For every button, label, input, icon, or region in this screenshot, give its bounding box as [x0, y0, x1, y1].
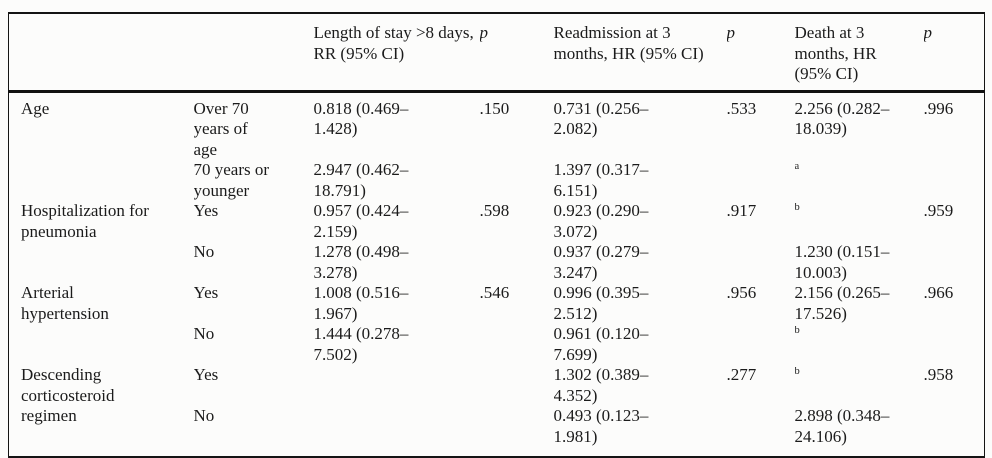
footnote-marker-b: b — [794, 325, 800, 336]
cell-los-rr: 1.008 (0.516–1.967) — [313, 283, 409, 323]
cell-los-p: .546 — [479, 283, 510, 302]
cell-category-hypertension: Arterial hypertension — [21, 283, 109, 323]
cell-subgroup: Yes — [193, 201, 219, 220]
cell-readmission-p: .956 — [726, 283, 757, 302]
header-p-readmission: p — [726, 13, 795, 93]
header-p-los: p — [479, 13, 554, 93]
header-row: Length of stay >8 days, RR (95% CI) p Re… — [8, 13, 985, 93]
cell-subgroup: No — [193, 324, 215, 343]
cell-los-rr: 1.278 (0.498–3.278) — [313, 242, 409, 282]
table-row-pneumonia-no: No 1.278 (0.498–3.278) 0.937 (0.279–3.24… — [9, 242, 985, 283]
outcomes-table: Length of stay >8 days, RR (95% CI) p Re… — [8, 12, 985, 458]
cell-death-p — [924, 324, 985, 365]
cell-readmission-hr: 0.493 (0.123–1.981) — [553, 406, 649, 446]
death-hr-value: 2.156 (0.265–17.526) — [794, 283, 890, 323]
cell-readmission-p: .277 — [726, 365, 757, 384]
cell-los-rr: 2.947 (0.462–18.791) — [313, 160, 409, 200]
cell-readmission-p: .917 — [726, 201, 757, 220]
cell-los-rr: 1.444 (0.278–7.502) — [313, 324, 409, 364]
header-category — [8, 13, 194, 93]
cell-readmission-p — [727, 406, 795, 457]
header-readmission: Readmission at 3 months, HR (95% CI) — [553, 13, 727, 93]
cell-subgroup: Yes — [193, 283, 219, 302]
cell-death-p: .996 — [923, 98, 954, 118]
table-row-corticosteroid-yes: Descending corticosteroid regimen Yes 1.… — [9, 365, 985, 425]
cell-death-hr: 2.156 (0.265–17.526) — [795, 283, 924, 324]
cell-death-hr: 2.256 (0.282–18.039) — [795, 91, 924, 160]
cell-subgroup: Over 70 years of age — [193, 98, 249, 159]
cell-subgroup: No — [193, 242, 215, 261]
header-subgroup — [193, 13, 314, 93]
cell-subgroup: No — [193, 406, 215, 425]
cell-readmission-hr: 0.923 (0.290–3.072) — [553, 201, 649, 241]
cell-death-hr: b — [795, 324, 924, 365]
cell-los-p: .598 — [479, 201, 510, 220]
cell-readmission-hr: 1.397 (0.317–6.151) — [553, 160, 649, 200]
footnote-marker-b: b — [794, 366, 800, 377]
header-p-death: p — [923, 13, 985, 93]
cell-category-pneumonia: Hospitalization for pneumonia — [21, 201, 149, 241]
cell-death-hr: b — [795, 365, 924, 406]
cell-readmission-hr: 0.961 (0.120–7.699) — [553, 324, 649, 364]
cell-los-p — [480, 242, 554, 283]
cell-readmission-p — [727, 160, 795, 201]
cell-death-p: .958 — [923, 365, 954, 384]
cell-death-p — [924, 160, 985, 201]
cell-death-p: .959 — [923, 201, 954, 220]
cell-readmission-p: .533 — [726, 98, 757, 118]
header-length-of-stay: Length of stay >8 days, RR (95% CI) — [313, 13, 480, 93]
cell-death-hr: b — [795, 201, 924, 242]
cell-readmission-p — [727, 242, 795, 283]
footnote-marker-b: b — [794, 202, 800, 213]
cell-subgroup: 70 years or younger — [193, 160, 270, 200]
table-row-hypertension-no: No 1.444 (0.278–7.502) 0.961 (0.120–7.69… — [9, 324, 985, 365]
death-hr-value: 1.230 (0.151–10.003) — [794, 242, 890, 282]
cell-readmission-hr: 0.937 (0.279–3.247) — [553, 242, 649, 282]
table-row-corticosteroid-no: No 0.493 (0.123–1.981) 2.898 (0.348–24.1… — [9, 406, 985, 457]
cell-death-p — [924, 406, 985, 457]
footnote-marker-a: a — [794, 161, 800, 172]
cell-los-rr: 0.818 (0.469–1.428) — [313, 98, 409, 139]
cell-death-p — [924, 242, 985, 283]
cell-los-p — [480, 324, 554, 365]
cell-subgroup: Yes — [193, 365, 219, 384]
cell-category-corticosteroid: Descending corticosteroid regimen — [21, 365, 115, 425]
cell-los-rr — [314, 365, 480, 406]
cell-death-p: .966 — [923, 283, 954, 302]
death-hr-value: 2.256 (0.282–18.039) — [794, 98, 890, 139]
cell-los-p — [480, 406, 554, 457]
cell-death-hr: 2.898 (0.348–24.106) — [795, 406, 924, 457]
table-row-hypertension-yes: Arterial hypertension Yes 1.008 (0.516–1… — [9, 283, 985, 324]
cell-death-hr: a — [795, 160, 924, 201]
cell-readmission-hr: 0.731 (0.256–2.082) — [553, 98, 649, 139]
header-death: Death at 3 months, HR (95% CI) — [794, 13, 924, 93]
death-hr-value: 2.898 (0.348–24.106) — [794, 406, 890, 446]
cell-los-rr: 0.957 (0.424–2.159) — [313, 201, 409, 241]
cell-los-p — [480, 365, 554, 406]
cell-readmission-hr: 1.302 (0.389–4.352) — [553, 365, 649, 405]
table-row-pneumonia-yes: Hospitalization for pneumonia Yes 0.957 … — [9, 201, 985, 242]
cell-readmission-p — [727, 324, 795, 365]
table-row-age-over70: Age Over 70 years of age 0.818 (0.469–1.… — [9, 91, 985, 160]
table-row-age-younger: 70 years or younger 2.947 (0.462–18.791)… — [9, 160, 985, 201]
cell-category-age: Age — [21, 98, 50, 118]
cell-los-rr — [314, 406, 480, 457]
cell-los-p — [480, 160, 554, 201]
cell-los-p: .150 — [479, 98, 510, 118]
cell-readmission-hr: 0.996 (0.395–2.512) — [553, 283, 649, 323]
cell-death-hr: 1.230 (0.151–10.003) — [795, 242, 924, 283]
